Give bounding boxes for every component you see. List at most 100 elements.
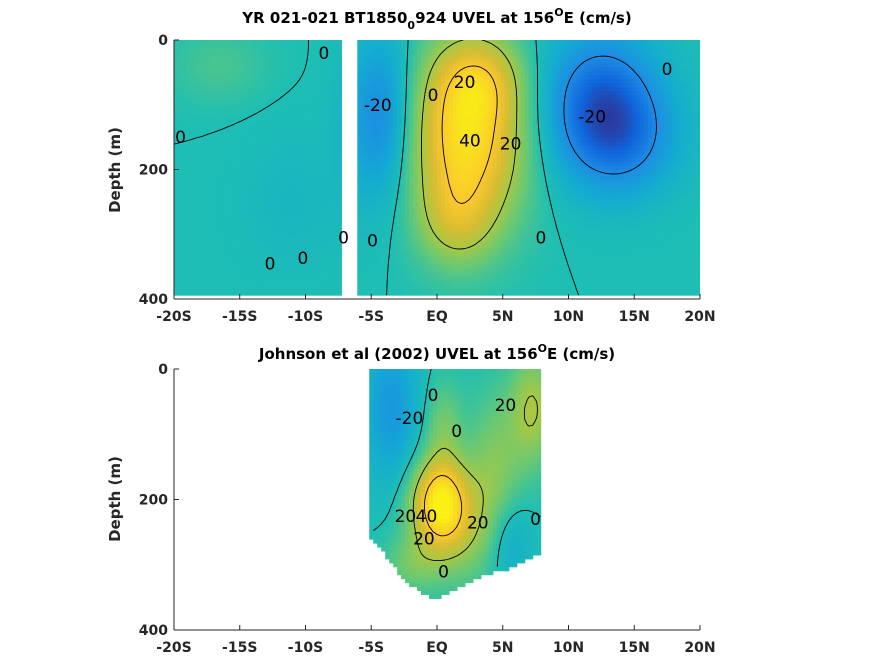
velocity-cell <box>696 138 700 143</box>
velocity-cell <box>277 47 283 53</box>
velocity-cell <box>309 87 315 92</box>
velocity-cell <box>556 153 562 159</box>
velocity-cell <box>668 59 673 65</box>
velocity-cell <box>277 138 283 143</box>
velocity-cell <box>401 106 406 112</box>
velocity-cell <box>225 118 231 123</box>
velocity-cell <box>444 51 450 57</box>
velocity-cell <box>181 149 187 155</box>
velocity-cell <box>209 153 215 159</box>
velocity-cell <box>385 106 390 112</box>
velocity-cell <box>480 91 486 96</box>
velocity-cell <box>624 118 629 123</box>
velocity-cell <box>608 185 613 190</box>
velocity-cell <box>293 122 299 127</box>
velocity-cell <box>409 87 414 92</box>
velocity-cell <box>648 134 653 139</box>
velocity-cell <box>333 110 338 116</box>
velocity-cell <box>309 157 315 163</box>
velocity-cell <box>524 110 530 116</box>
velocity-cell <box>401 118 406 123</box>
velocity-cell <box>409 153 414 159</box>
velocity-cell <box>536 87 542 92</box>
velocity-cell <box>285 63 291 69</box>
velocity-cell <box>600 102 605 108</box>
velocity-cell <box>552 149 558 155</box>
velocity-cell <box>381 47 386 53</box>
velocity-cell <box>429 145 434 151</box>
velocity-cell <box>564 40 570 45</box>
velocity-cell <box>508 153 514 159</box>
velocity-cell <box>389 114 394 120</box>
velocity-cell <box>413 181 418 186</box>
velocity-cell <box>365 71 370 76</box>
velocity-cell <box>640 43 645 49</box>
velocity-cell <box>668 130 673 135</box>
velocity-cell <box>536 47 542 53</box>
velocity-cell <box>433 55 438 61</box>
velocity-cell <box>536 145 542 151</box>
velocity-cell <box>480 110 486 116</box>
velocity-cell <box>393 83 398 88</box>
velocity-cell <box>504 153 510 159</box>
velocity-cell <box>197 189 203 194</box>
velocity-cell <box>624 106 629 112</box>
velocity-cell <box>221 94 227 100</box>
velocity-cell <box>177 165 183 171</box>
velocity-cell <box>185 102 191 108</box>
velocity-cell <box>512 185 518 190</box>
velocity-cell <box>636 110 641 116</box>
velocity-cell <box>365 87 370 92</box>
velocity-cell <box>221 185 227 190</box>
velocity-cell <box>580 94 586 100</box>
velocity-cell <box>193 165 199 171</box>
velocity-cell <box>265 161 271 167</box>
velocity-cell <box>448 157 454 163</box>
velocity-cell <box>369 63 374 69</box>
velocity-cell <box>309 142 315 147</box>
velocity-cell <box>373 83 378 88</box>
velocity-cell <box>257 157 263 163</box>
velocity-cell <box>413 67 418 72</box>
velocity-cell <box>512 75 518 80</box>
velocity-cell <box>245 149 251 155</box>
velocity-cell <box>476 142 482 147</box>
velocity-cell <box>696 106 700 112</box>
velocity-cell <box>644 173 649 178</box>
velocity-cell <box>540 67 546 72</box>
velocity-cell <box>177 122 183 127</box>
velocity-cell <box>425 59 430 65</box>
velocity-cell <box>373 91 378 96</box>
velocity-cell <box>696 157 700 163</box>
velocity-cell <box>365 134 370 139</box>
velocity-cell <box>652 145 657 151</box>
velocity-cell <box>401 169 406 175</box>
velocity-cell <box>528 63 534 69</box>
velocity-cell <box>313 83 319 88</box>
velocity-cell <box>269 106 275 112</box>
velocity-cell <box>417 55 422 61</box>
velocity-cell <box>361 145 366 151</box>
velocity-cell <box>329 153 334 159</box>
velocity-cell <box>389 165 394 171</box>
velocity-cell <box>680 106 685 112</box>
velocity-cell <box>333 149 338 155</box>
velocity-cell <box>588 161 593 167</box>
velocity-cell <box>249 161 255 167</box>
velocity-cell <box>321 177 327 182</box>
velocity-cell <box>588 83 593 88</box>
velocity-cell <box>616 138 621 143</box>
velocity-cell <box>365 51 370 57</box>
velocity-cell <box>397 40 402 45</box>
velocity-cell <box>221 189 227 194</box>
velocity-cell <box>572 169 578 175</box>
velocity-cell <box>433 161 438 167</box>
velocity-cell <box>636 102 641 108</box>
velocity-cell <box>540 83 546 88</box>
velocity-cell <box>660 59 665 65</box>
velocity-cell <box>548 67 554 72</box>
velocity-cell <box>660 181 665 186</box>
velocity-cell <box>488 114 494 120</box>
velocity-cell <box>680 118 685 123</box>
velocity-cell <box>213 114 219 120</box>
